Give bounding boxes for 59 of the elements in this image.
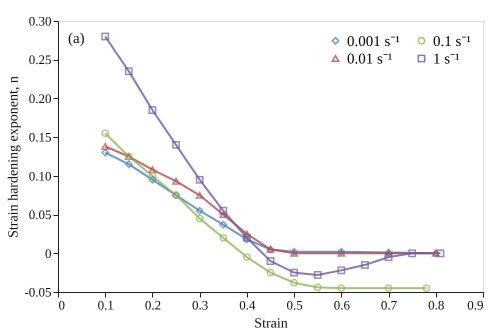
x-tick-label: 0.2: [144, 298, 162, 312]
point: [219, 234, 228, 242]
point: [242, 230, 251, 238]
point: [242, 253, 251, 262]
point: [290, 268, 298, 277]
y-tick-label: 0: [45, 246, 52, 261]
point: [219, 211, 228, 218]
point: [266, 268, 274, 277]
x-tick-label: 0.8: [428, 298, 444, 312]
point: [101, 148, 110, 157]
point: [384, 284, 392, 292]
point: [172, 140, 180, 149]
y-tick-label: 0.05: [28, 207, 52, 222]
x-tick-label: 0.5: [286, 298, 303, 312]
y-tick-label: -0.05: [24, 284, 52, 300]
x-tick-label: 0.9: [467, 298, 484, 312]
y-tick-label: 0.25: [28, 52, 52, 68]
point: [408, 249, 416, 258]
point: [314, 283, 322, 292]
point: [196, 206, 204, 215]
y-tick-label: 0.15: [28, 130, 52, 145]
x-tick-label: 0.4: [239, 298, 256, 312]
point: [196, 192, 204, 199]
legend-label: 0.1 s⁻¹: [433, 34, 471, 50]
point: [148, 172, 156, 180]
point: [124, 67, 133, 76]
x-tick-label: 0.1: [98, 298, 114, 312]
x-tick-label: 0.3: [192, 298, 208, 312]
point: [219, 220, 228, 229]
point: [101, 32, 110, 40]
point: [172, 178, 180, 185]
point: [219, 206, 228, 215]
point: [361, 260, 369, 269]
point: [148, 166, 156, 174]
point: [196, 214, 204, 222]
point: [384, 253, 392, 262]
x-axis-title: Strain: [254, 316, 288, 332]
point: [266, 257, 274, 265]
point: [436, 249, 444, 258]
legend-label: 0.01 s⁻¹: [347, 52, 392, 68]
x-tick-label: 0: [58, 298, 65, 312]
annotation: (a): [68, 31, 85, 47]
point: [101, 142, 110, 150]
x-tick-label: 0.6: [334, 298, 350, 312]
point: [124, 160, 133, 168]
point: [196, 176, 204, 184]
y-axis-title: Strain hardening exponent, n: [6, 76, 22, 238]
point: [337, 284, 346, 292]
legend-label: 0.001 s⁻¹: [347, 34, 400, 50]
point: [148, 106, 156, 114]
point: [148, 176, 156, 184]
point: [337, 266, 346, 274]
legend-label: 1 s⁻¹: [433, 52, 460, 68]
y-tick-label: 0.30: [28, 14, 52, 28]
point: [314, 271, 322, 279]
point: [290, 278, 298, 287]
y-tick-label: 0.20: [28, 90, 52, 106]
y-tick-label: 0.10: [28, 168, 52, 184]
x-tick-label: 0.7: [380, 298, 398, 312]
